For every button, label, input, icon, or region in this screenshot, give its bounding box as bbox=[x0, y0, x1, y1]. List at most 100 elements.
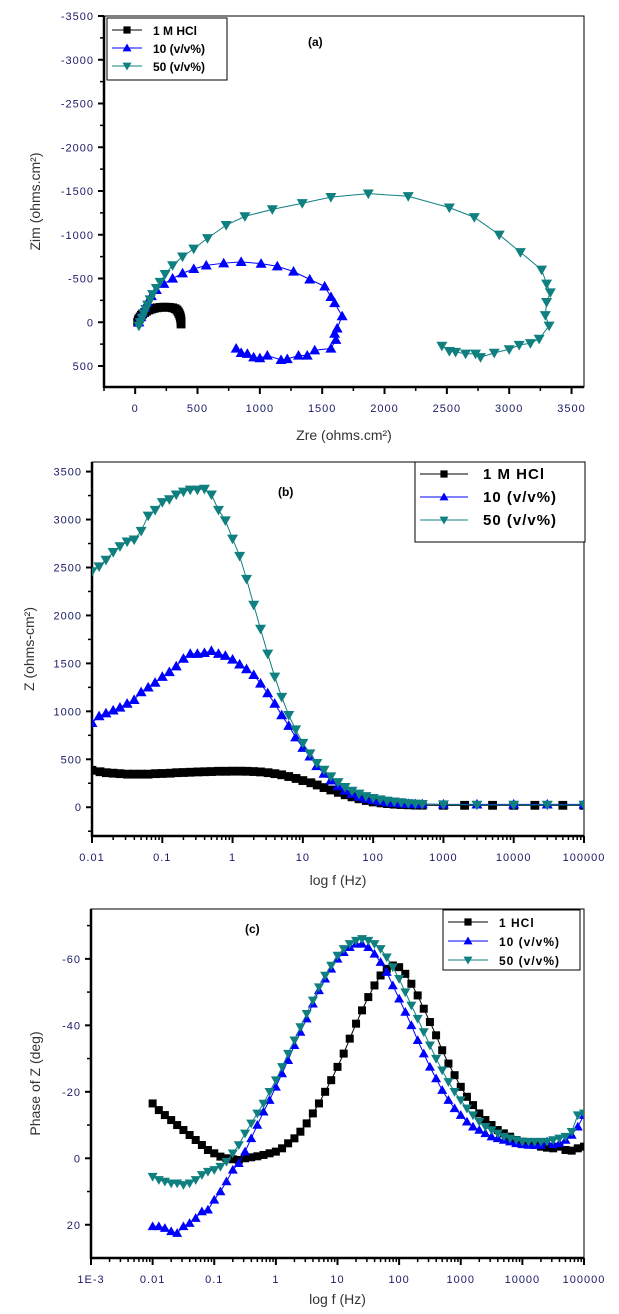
data-point bbox=[461, 1116, 472, 1126]
y-tick-label: 500 bbox=[61, 754, 82, 766]
data-point bbox=[400, 988, 411, 998]
data-point bbox=[235, 256, 247, 266]
data-point bbox=[312, 780, 322, 790]
data-point bbox=[247, 1153, 256, 1162]
data-point bbox=[201, 234, 213, 244]
series-50-v-v- bbox=[92, 484, 584, 811]
data-point bbox=[92, 567, 98, 577]
data-point bbox=[275, 354, 287, 364]
data-point bbox=[159, 1223, 170, 1232]
data-point bbox=[277, 770, 287, 780]
legend: 1 M HCl 10 (v/v%) 50 (v/v%) bbox=[106, 17, 228, 81]
y-tick-label: -60 bbox=[62, 954, 81, 966]
legend: 1 M HCl 10 (v/v%) 50 (v/v%) bbox=[414, 461, 586, 543]
legend-label: 1 HCl bbox=[499, 916, 535, 930]
data-point bbox=[190, 1213, 201, 1222]
data-point bbox=[467, 1121, 478, 1131]
data-point bbox=[375, 945, 386, 954]
data-point bbox=[170, 660, 182, 671]
data-point bbox=[444, 1059, 453, 1068]
legend-label: 1 M HCl bbox=[483, 466, 545, 483]
data-point bbox=[461, 1104, 472, 1114]
data-point bbox=[227, 534, 239, 545]
y-tick-label: 1500 bbox=[54, 658, 82, 670]
data-point bbox=[449, 1088, 460, 1097]
data-point bbox=[135, 686, 147, 697]
data-point bbox=[394, 975, 405, 984]
data-point bbox=[508, 800, 520, 811]
x-tick-label: 100 bbox=[388, 1274, 409, 1286]
panel-label: (c) bbox=[245, 922, 260, 936]
data-point bbox=[449, 1103, 460, 1113]
data-point bbox=[271, 1147, 280, 1156]
data-point bbox=[296, 199, 308, 209]
data-point bbox=[548, 1136, 559, 1146]
data-point bbox=[493, 230, 505, 241]
data-point bbox=[406, 1020, 417, 1030]
data-point bbox=[197, 1140, 206, 1149]
data-point bbox=[202, 1204, 213, 1214]
data-point bbox=[306, 778, 316, 788]
data-point bbox=[184, 648, 196, 658]
x-tick-label: 1 bbox=[229, 852, 236, 864]
data-point bbox=[190, 1176, 201, 1185]
data-point bbox=[289, 1036, 300, 1046]
data-point bbox=[319, 280, 331, 291]
data-point bbox=[263, 768, 273, 778]
data-point bbox=[329, 328, 341, 338]
data-point bbox=[475, 353, 487, 363]
data-point bbox=[177, 267, 189, 278]
data-point bbox=[202, 1167, 213, 1177]
data-point bbox=[93, 562, 105, 573]
data-point bbox=[369, 940, 380, 949]
data-point bbox=[425, 1018, 434, 1027]
data-point bbox=[318, 765, 330, 776]
data-point bbox=[549, 1144, 558, 1153]
data-point bbox=[436, 341, 448, 352]
legend-marker bbox=[439, 516, 449, 525]
data-point bbox=[302, 1119, 311, 1128]
data-point bbox=[529, 1137, 540, 1147]
data-point bbox=[325, 343, 337, 353]
data-point bbox=[128, 535, 140, 546]
data-point bbox=[212, 648, 224, 658]
chart-panel-a: 0 500 1000 1500 2000 2500 3000 3500 -3500 -3000 -2… bbox=[27, 11, 585, 443]
panel-label: (b) bbox=[278, 485, 293, 499]
data-point bbox=[156, 498, 168, 508]
data-point bbox=[291, 774, 301, 783]
data-point bbox=[470, 349, 482, 360]
data-point bbox=[543, 1143, 552, 1152]
data-point bbox=[167, 273, 179, 283]
y-tick-label: -20 bbox=[62, 1087, 81, 1099]
data-point bbox=[149, 505, 161, 516]
data-point bbox=[228, 766, 237, 776]
data-point bbox=[221, 766, 231, 776]
data-point bbox=[277, 1063, 288, 1072]
data-point bbox=[219, 650, 231, 660]
data-point bbox=[344, 940, 355, 949]
data-point bbox=[456, 1082, 465, 1091]
x-tick-label: 0.01 bbox=[140, 1274, 165, 1286]
panel-label: (a) bbox=[308, 35, 323, 49]
data-point bbox=[265, 1149, 274, 1158]
data-point bbox=[339, 1049, 348, 1058]
data-point bbox=[524, 339, 536, 349]
data-point bbox=[107, 704, 119, 715]
data-point bbox=[480, 1122, 491, 1132]
data-point bbox=[580, 1142, 584, 1151]
data-point bbox=[114, 701, 126, 712]
legend-label: 50 (v/v%) bbox=[153, 60, 205, 74]
data-point bbox=[154, 277, 166, 288]
y-tick-label: -2000 bbox=[61, 142, 94, 154]
data-point bbox=[401, 969, 410, 978]
data-point bbox=[460, 349, 472, 360]
x-tick-label: 10000 bbox=[505, 1274, 541, 1286]
data-point bbox=[402, 192, 414, 202]
data-point bbox=[345, 1034, 354, 1043]
x-tick-label: 10000 bbox=[496, 852, 532, 864]
x-tick-label: 0.1 bbox=[205, 1274, 223, 1286]
data-point bbox=[486, 1126, 497, 1136]
data-point bbox=[200, 259, 212, 270]
data-point bbox=[92, 765, 97, 775]
data-point bbox=[406, 1001, 417, 1011]
